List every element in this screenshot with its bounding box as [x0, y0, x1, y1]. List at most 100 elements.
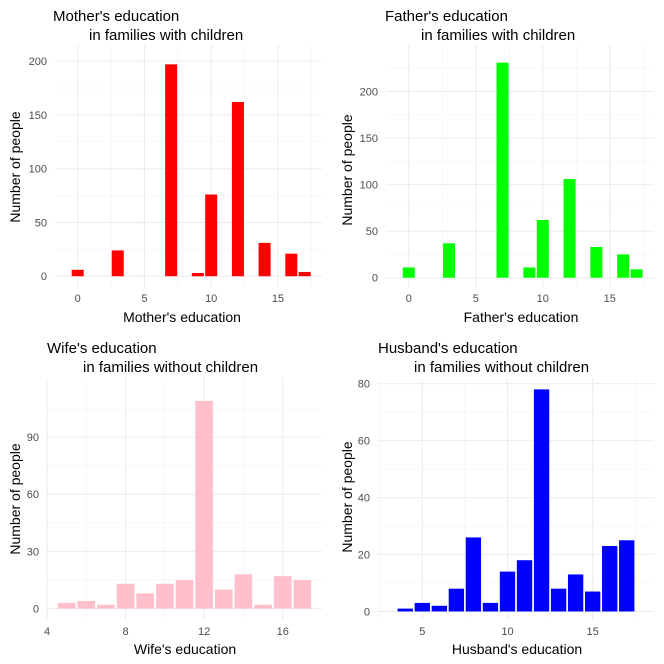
bar — [231, 102, 244, 277]
y-tick-label: 60 — [358, 436, 370, 448]
chart-title-line2: in families without children — [414, 359, 589, 376]
plot-area: 0 50 100 150 200 0 5 10 15 — [360, 45, 654, 305]
y-tick-label: 100 — [360, 180, 378, 192]
bar — [585, 591, 601, 612]
x-tick-label: 0 — [75, 293, 81, 305]
bar — [273, 576, 292, 609]
plot-area: 0 30 60 90 4 8 12 16 — [27, 378, 322, 638]
y-tick-label: 150 — [29, 110, 47, 122]
x-tick-label: 10 — [205, 293, 217, 305]
y-tick-label: 0 — [372, 273, 378, 285]
bar — [533, 389, 550, 612]
chart-title-line2: in families with children — [89, 27, 243, 44]
bar — [254, 604, 272, 609]
bar — [567, 574, 584, 612]
y-tick-label: 90 — [27, 432, 39, 444]
bar — [298, 271, 311, 277]
y-tick-label: 0 — [33, 604, 39, 616]
bar — [165, 64, 178, 277]
chart-panel-wife-without-children: Wife's education in families without chi… — [7, 340, 322, 657]
x-tick-label: 10 — [501, 626, 513, 638]
x-tick-label: 15 — [272, 293, 284, 305]
x-axis-title: Husband's education — [452, 641, 582, 657]
chart-panel-mother-with-children: Mother's education in families with chil… — [7, 8, 322, 325]
y-tick-label: 0 — [41, 271, 47, 283]
bar — [156, 583, 174, 609]
bar — [111, 250, 124, 277]
chart-title-line1: Mother's education — [53, 8, 179, 25]
bar — [550, 588, 567, 612]
bar — [191, 273, 204, 277]
x-tick-label: 5 — [419, 626, 425, 638]
y-tick-label: 80 — [358, 379, 370, 391]
x-tick-label: 4 — [44, 626, 50, 638]
x-axis-title: Wife's education — [134, 641, 236, 657]
bar — [71, 269, 84, 277]
bar — [602, 545, 618, 612]
bar — [97, 604, 115, 609]
y-tick-label: 50 — [366, 226, 378, 238]
bar — [536, 219, 549, 278]
bar — [448, 588, 465, 612]
bar — [402, 267, 415, 278]
y-tick-label: 200 — [29, 56, 47, 68]
x-tick-label: 15 — [604, 293, 616, 305]
x-tick-label: 5 — [473, 293, 479, 305]
y-tick-label: 20 — [358, 550, 370, 562]
x-tick-label: 16 — [277, 626, 289, 638]
bar — [258, 242, 271, 277]
bar — [77, 600, 96, 609]
x-tick-label: 5 — [141, 293, 147, 305]
bar — [619, 540, 635, 612]
x-tick-label: 8 — [123, 626, 129, 638]
x-tick-label: 12 — [198, 626, 210, 638]
plot-area: 0 50 100 150 200 0 5 10 15 — [29, 45, 322, 305]
y-axis-title: Number of people — [7, 443, 23, 555]
x-tick-label: 0 — [406, 293, 412, 305]
bar — [293, 579, 312, 609]
bar — [205, 194, 218, 277]
x-tick-label: 15 — [587, 626, 599, 638]
y-tick-label: 60 — [27, 489, 39, 501]
chart-title-line1: Husband's education — [378, 340, 518, 357]
y-tick-label: 40 — [358, 493, 370, 505]
chart-panel-father-with-children: Father's education in families with chil… — [339, 8, 654, 325]
bar — [136, 593, 155, 609]
x-axis-title: Father's education — [464, 309, 579, 325]
bar — [175, 579, 194, 609]
bar — [630, 269, 643, 278]
bar — [523, 267, 536, 278]
chart-title-line2: in families without children — [83, 359, 258, 376]
bar — [234, 574, 253, 609]
y-tick-label: 30 — [27, 546, 39, 558]
y-axis-title: Number of people — [339, 441, 355, 553]
bar — [414, 602, 430, 612]
y-tick-label: 100 — [29, 164, 47, 176]
bar — [482, 602, 499, 612]
bar — [116, 583, 135, 609]
bar — [563, 179, 576, 278]
bar — [617, 254, 630, 278]
bar — [214, 589, 233, 609]
bar — [590, 246, 603, 278]
y-tick-label: 200 — [360, 87, 378, 99]
bar — [465, 537, 482, 612]
bar — [285, 253, 298, 277]
chart-title-line1: Wife's education — [47, 340, 157, 357]
x-axis-title: Mother's education — [123, 309, 241, 325]
bar — [499, 571, 516, 612]
bar — [496, 62, 509, 278]
bar — [516, 560, 533, 612]
plot-area: 0 20 40 60 80 5 10 15 — [358, 378, 654, 638]
bar — [442, 243, 456, 278]
y-tick-label: 50 — [35, 217, 47, 229]
chart-panel-husband-without-children: Husband's education in families without … — [339, 340, 654, 657]
chart-title-line1: Father's education — [385, 8, 508, 25]
y-tick-label: 150 — [360, 133, 378, 145]
y-tick-label: 0 — [364, 606, 370, 618]
bar — [397, 608, 413, 612]
y-axis-title: Number of people — [339, 114, 355, 226]
y-axis-title: Number of people — [7, 111, 23, 223]
bar — [57, 602, 76, 609]
